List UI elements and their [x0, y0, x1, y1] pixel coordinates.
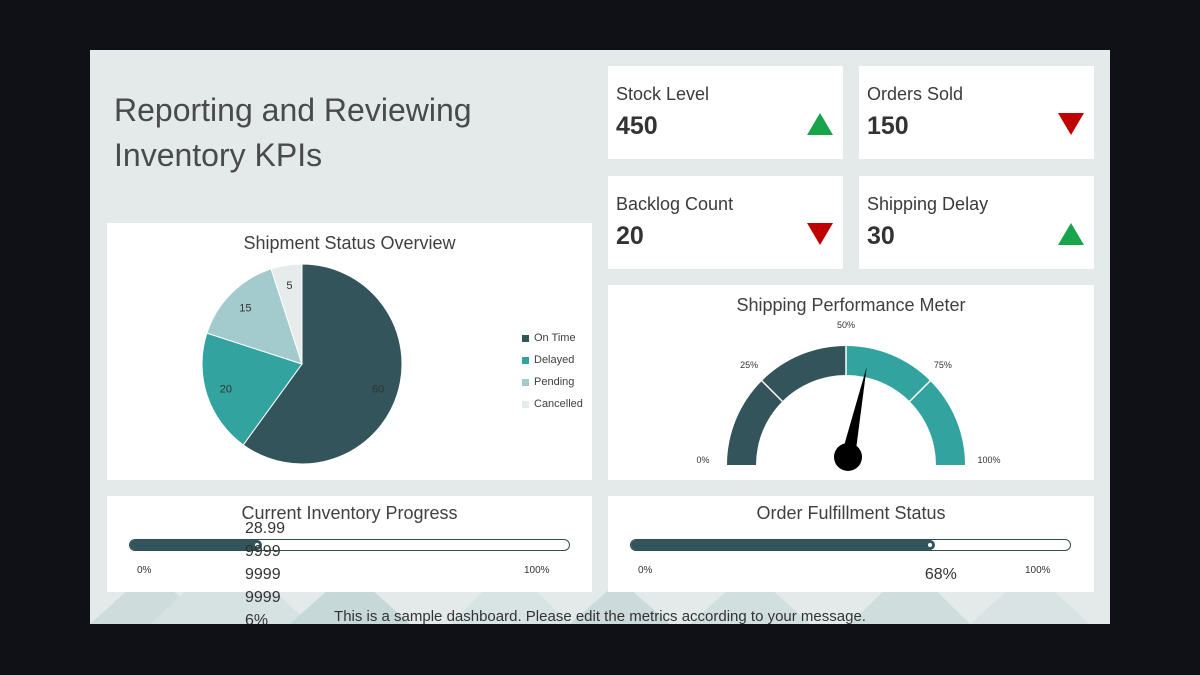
- kpi-label: Orders Sold: [867, 84, 964, 104]
- kpi-card-orders-sold: Orders Sold 150: [859, 66, 1094, 159]
- chart-title: Shipment Status Overview: [243, 233, 456, 253]
- shipment-status-card: Shipment Status Overview 60 20 15 5 On Time…: [107, 223, 592, 480]
- inventory-overflow-labels: 28.99 9999 9999 9999 6%: [245, 517, 285, 624]
- progress-max-label: 100%: [524, 565, 550, 576]
- gauge-tick-label: 100%: [977, 455, 1000, 465]
- progress-knob: [251, 540, 262, 550]
- kpi-card-backlog-count: Backlog Count 20: [608, 176, 843, 269]
- overflow-label: 9999: [245, 589, 281, 606]
- gauge-band-high: [846, 346, 965, 465]
- overflow-label: 9999: [245, 566, 281, 583]
- pie-chart: 60 20 15 5: [202, 263, 403, 465]
- pie-slice-pending: [206, 268, 303, 365]
- gauge-tick-line: [761, 380, 783, 402]
- legend-label: On Time: [534, 332, 576, 344]
- progress-fill: [130, 540, 258, 550]
- gauge-chart: 0% 25% 50% 75% 100%: [696, 320, 1001, 471]
- pie-data-label: 60: [372, 384, 384, 396]
- kpi-label: Shipping Delay: [867, 194, 989, 214]
- page-title: Reporting and Reviewing Inventory KPIs: [114, 92, 472, 173]
- legend-label: Delayed: [534, 354, 575, 366]
- gauge-tick-label: 0%: [696, 455, 709, 465]
- gauge-needle: [841, 366, 867, 459]
- gauge-tick-line: [909, 380, 931, 402]
- pie-slice-cancelled: [270, 263, 303, 365]
- progress-fill: [631, 540, 931, 550]
- trend-down-icon: [807, 223, 833, 245]
- progress-max-label: 100%: [1025, 565, 1051, 576]
- progress-min-label: 0%: [137, 565, 152, 576]
- overflow-label: 9999: [245, 543, 281, 560]
- kpi-label: Backlog Count: [616, 194, 734, 214]
- pie-slice-on-time: [242, 263, 403, 465]
- card-title: Current Inventory Progress: [241, 503, 458, 523]
- gauge-band-low: [727, 346, 846, 465]
- legend-swatch: [522, 378, 529, 386]
- trend-down-icon: [1058, 113, 1084, 135]
- legend-item-cancelled: Cancelled: [522, 393, 583, 415]
- gauge-tick-label: 25%: [740, 360, 758, 370]
- overflow-label: 28.99: [245, 520, 286, 537]
- footer-note: This is a sample dashboard. Please edit …: [334, 608, 866, 624]
- legend-item-delayed: Delayed: [522, 349, 583, 371]
- pie-data-label: 15: [239, 302, 251, 314]
- gauge-tick-label: 75%: [934, 360, 952, 370]
- progress-knob: [924, 540, 935, 550]
- progress-track: [129, 539, 570, 551]
- shipping-performance-card: Shipping Performance Meter 0% 25% 50% 75% 10…: [608, 285, 1094, 480]
- kpi-value: 20: [616, 222, 644, 250]
- card-title: Order Fulfillment Status: [756, 503, 946, 523]
- pie-slice-delayed: [202, 332, 303, 446]
- inventory-progress-card: Current Inventory Progress 0% 100%: [107, 496, 592, 592]
- legend-swatch: [522, 356, 529, 364]
- legend-swatch: [522, 334, 529, 342]
- legend-item-on-time: On Time: [522, 327, 583, 349]
- legend-item-pending: Pending: [522, 371, 583, 393]
- kpi-value: 450: [616, 112, 658, 140]
- kpi-value: 150: [867, 112, 909, 140]
- kpi-value: 30: [867, 222, 895, 250]
- kpi-label: Stock Level: [616, 84, 710, 104]
- overflow-label: 6%: [245, 612, 269, 624]
- kpi-card-shipping-delay: Shipping Delay 30: [859, 176, 1094, 269]
- chart-title: Shipping Performance Meter: [736, 295, 966, 315]
- trend-up-icon: [1058, 223, 1084, 245]
- pie-data-label: 5: [286, 280, 292, 292]
- trend-up-icon: [807, 113, 833, 135]
- kpi-card-stock-level: Stock Level 450: [608, 66, 843, 159]
- progress-track: [630, 539, 1071, 551]
- pie-data-label: 20: [220, 384, 232, 396]
- progress-min-label: 0%: [638, 565, 653, 576]
- progress-value-label: 68%: [924, 566, 957, 583]
- gauge-tick-label: 50%: [837, 320, 855, 330]
- dashboard-slide: Reporting and Reviewing Inventory KPIs S…: [90, 50, 1110, 624]
- legend-label: Cancelled: [534, 398, 583, 410]
- order-fulfillment-card: Order Fulfillment Status 0% 100% 68%: [608, 496, 1094, 592]
- gauge-needle-hub: [834, 443, 862, 471]
- legend-swatch: [522, 400, 529, 408]
- legend-label: Pending: [534, 376, 575, 388]
- chart-legend: On Time Delayed Pending Cancelled: [522, 327, 583, 415]
